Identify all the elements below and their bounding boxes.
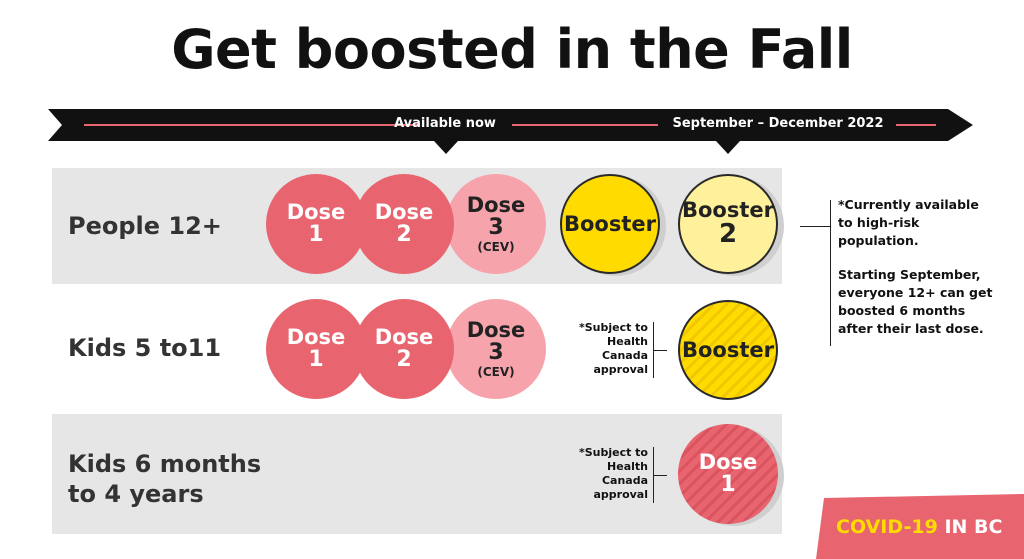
dose-2-circle: Dose 2 xyxy=(354,299,454,399)
dose-1-circle-pending: Dose 1 xyxy=(678,424,778,524)
dose-sub-label: (CEV) xyxy=(477,365,515,380)
note-line: Health xyxy=(607,335,648,348)
dose-number: 2 xyxy=(396,347,412,373)
timeline-label-now: Available now xyxy=(394,116,496,131)
note-tick xyxy=(653,350,667,351)
booster-word: Booster xyxy=(682,337,774,362)
note-line: *Subject to xyxy=(578,446,648,459)
note-line: Canada xyxy=(601,474,648,487)
booster-2-circle: Booster 2 xyxy=(678,174,778,274)
side-note-line: population. xyxy=(838,233,919,248)
row-label-kids-6mo-4y: Kids 6 months to 4 years xyxy=(68,449,261,509)
note-line: *Subject to xyxy=(578,321,648,334)
side-note-line: after their last dose. xyxy=(838,321,984,336)
booster-circle-pending: Booster xyxy=(678,300,778,400)
dose-number: 2 xyxy=(396,222,412,248)
booster-word: Booster xyxy=(682,198,774,223)
row-label-kids-5-11: Kids 5 to11 xyxy=(68,334,222,362)
page-title: Get boosted in the Fall xyxy=(171,18,853,81)
side-note-line: everyone 12+ can get xyxy=(838,285,993,300)
side-note-line: Starting September, xyxy=(838,267,981,282)
dose-2-circle: Dose 2 xyxy=(354,174,454,274)
dose-word: Dose xyxy=(698,450,758,475)
side-note: *Currently available to high-risk popula… xyxy=(838,196,1018,338)
note-line: approval xyxy=(593,488,648,501)
covid-bc-badge-shape xyxy=(816,494,1024,559)
dose-number: 1 xyxy=(308,347,324,373)
note-line: Canada xyxy=(601,349,648,362)
dose-number: 1 xyxy=(308,222,324,248)
note-line: Health xyxy=(607,460,648,473)
row-label-line-1: Kids 6 months xyxy=(68,450,262,478)
dose-sub-label: (CEV) xyxy=(477,240,515,255)
side-note-line: to high-risk xyxy=(838,215,920,230)
timeline-arrow xyxy=(48,109,973,154)
dose-1-circle: Dose 1 xyxy=(266,299,366,399)
booster-number: 2 xyxy=(718,219,738,250)
dose-word: Dose xyxy=(374,325,434,350)
booster-word: Booster xyxy=(564,211,656,236)
approval-note: *Subject to Health Canada approval xyxy=(572,446,648,502)
covid-bc-badge: COVID-19 IN BC xyxy=(836,516,1002,538)
side-note-bracket xyxy=(830,200,832,346)
dose-1-circle: Dose 1 xyxy=(266,174,366,274)
row-label-people-12plus: People 12+ xyxy=(68,212,222,240)
row-band-kids-6mo-4y xyxy=(52,414,782,534)
dose-word: Dose xyxy=(466,318,526,343)
dose-3-cev-circle: Dose 3 (CEV) xyxy=(446,174,546,274)
dose-number: 3 xyxy=(488,215,504,241)
dose-number: 3 xyxy=(488,340,504,366)
dose-word: Dose xyxy=(286,325,346,350)
side-note-tick xyxy=(800,226,830,227)
side-note-line: *Currently available xyxy=(838,197,979,212)
dose-number: 1 xyxy=(720,472,736,498)
timeline-label-sep-dec: September – December 2022 xyxy=(672,116,884,131)
dose-word: Dose xyxy=(466,193,526,218)
dose-3-cev-circle: Dose 3 (CEV) xyxy=(446,299,546,399)
badge-part-2: IN BC xyxy=(944,516,1003,538)
approval-note: *Subject to Health Canada approval xyxy=(572,321,648,377)
side-note-line: boosted 6 months xyxy=(838,303,966,318)
booster-circle: Booster xyxy=(560,174,660,274)
dose-word: Dose xyxy=(374,200,434,225)
note-line: approval xyxy=(593,363,648,376)
note-tick xyxy=(653,475,667,476)
row-label-line-2: to 4 years xyxy=(68,480,204,508)
dose-word: Dose xyxy=(286,200,346,225)
badge-part-1: COVID-19 xyxy=(836,516,938,538)
